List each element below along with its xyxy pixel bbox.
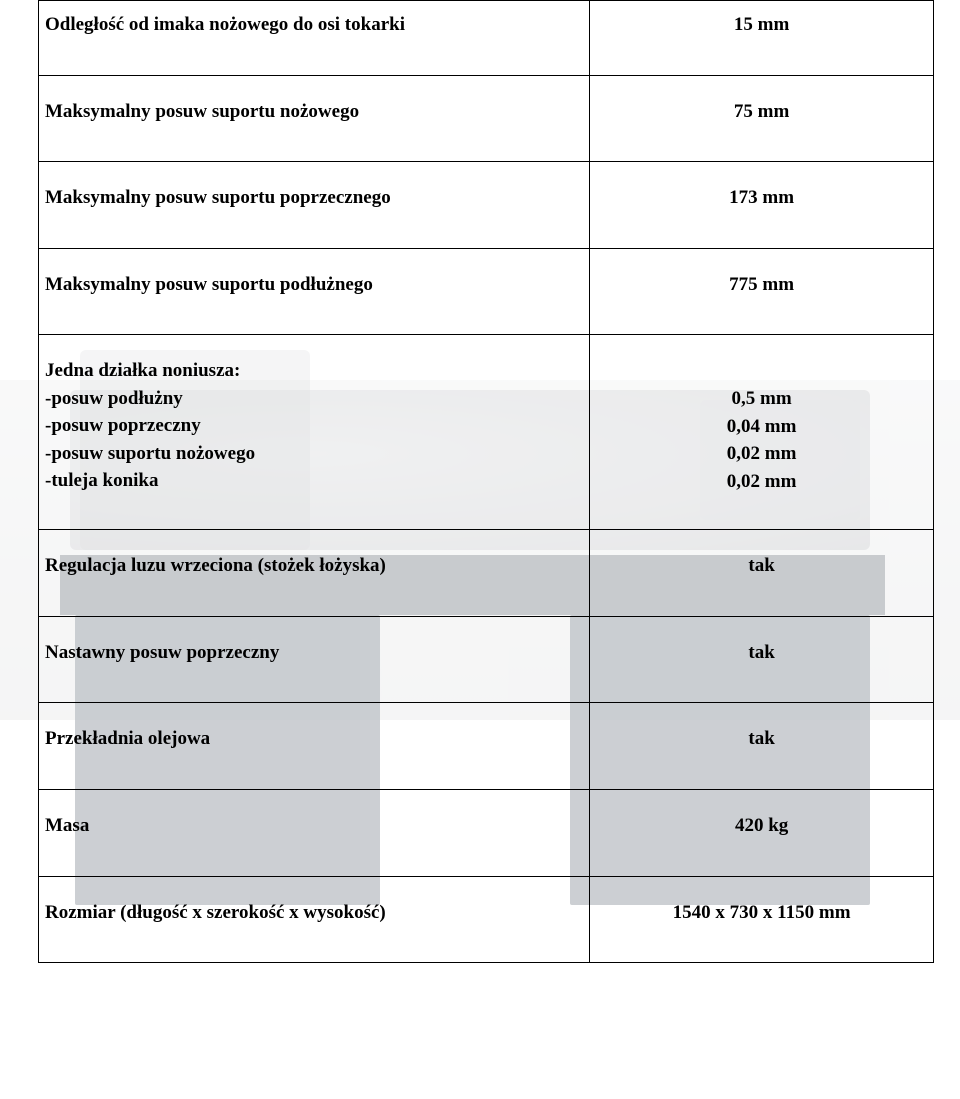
table-row: Maksymalny posuw suportu nożowego 75 mm — [39, 75, 934, 162]
spec-label-item: -posuw poprzeczny — [45, 412, 583, 440]
spec-label: Rozmiar (długość x szerokość x wysokość) — [39, 877, 589, 963]
spec-value-multiline: 0,5 mm 0,04 mm 0,02 mm 0,02 mm — [590, 335, 933, 529]
table-row: Rozmiar (długość x szerokość x wysokość)… — [39, 876, 934, 963]
spec-value: 15 mm — [590, 1, 933, 75]
table-row: Maksymalny posuw suportu poprzecznego 17… — [39, 162, 934, 249]
table-row: Maksymalny posuw suportu podłużnego 775 … — [39, 248, 934, 335]
table-row: Nastawny posuw poprzeczny tak — [39, 616, 934, 703]
spec-label: Masa — [39, 790, 589, 876]
spec-value: 173 mm — [590, 162, 933, 248]
spec-value-item: 0,04 mm — [596, 413, 927, 441]
spec-label: Maksymalny posuw suportu nożowego — [39, 76, 589, 162]
spec-value-item: 0,02 mm — [596, 440, 927, 468]
spec-value: tak — [590, 617, 933, 703]
spec-label-item: -posuw podłużny — [45, 385, 583, 413]
spec-label: Maksymalny posuw suportu poprzecznego — [39, 162, 589, 248]
spec-label: Przekładnia olejowa — [39, 703, 589, 789]
spec-table: Odległość od imaka nożowego do osi tokar… — [38, 0, 934, 963]
spec-value: 775 mm — [590, 249, 933, 335]
spec-value-item: 0,5 mm — [596, 385, 927, 413]
spec-label-header: Jedna działka noniusza: — [45, 357, 583, 385]
spec-label: Regulacja luzu wrzeciona (stożek łożyska… — [39, 530, 589, 616]
spec-label: Nastawny posuw poprzeczny — [39, 617, 589, 703]
table-row: Odległość od imaka nożowego do osi tokar… — [39, 1, 934, 76]
spec-label: Odległość od imaka nożowego do osi tokar… — [39, 1, 589, 75]
spec-label-item: -posuw suportu nożowego — [45, 440, 583, 468]
spec-label-item: -tuleja konika — [45, 467, 583, 495]
spec-value: 420 kg — [590, 790, 933, 876]
spec-value: tak — [590, 703, 933, 789]
table-row: Masa 420 kg — [39, 790, 934, 877]
table-row: Jedna działka noniusza: -posuw podłużny … — [39, 335, 934, 530]
spec-value-item: 0,02 mm — [596, 468, 927, 496]
spec-value: tak — [590, 530, 933, 616]
spec-value: 75 mm — [590, 76, 933, 162]
spec-value: 1540 x 730 x 1150 mm — [590, 877, 933, 963]
spec-label: Maksymalny posuw suportu podłużnego — [39, 249, 589, 335]
page: Odległość od imaka nożowego do osi tokar… — [0, 0, 960, 1099]
spec-label-multiline: Jedna działka noniusza: -posuw podłużny … — [39, 335, 589, 529]
table-row: Przekładnia olejowa tak — [39, 703, 934, 790]
table-row: Regulacja luzu wrzeciona (stożek łożyska… — [39, 530, 934, 617]
